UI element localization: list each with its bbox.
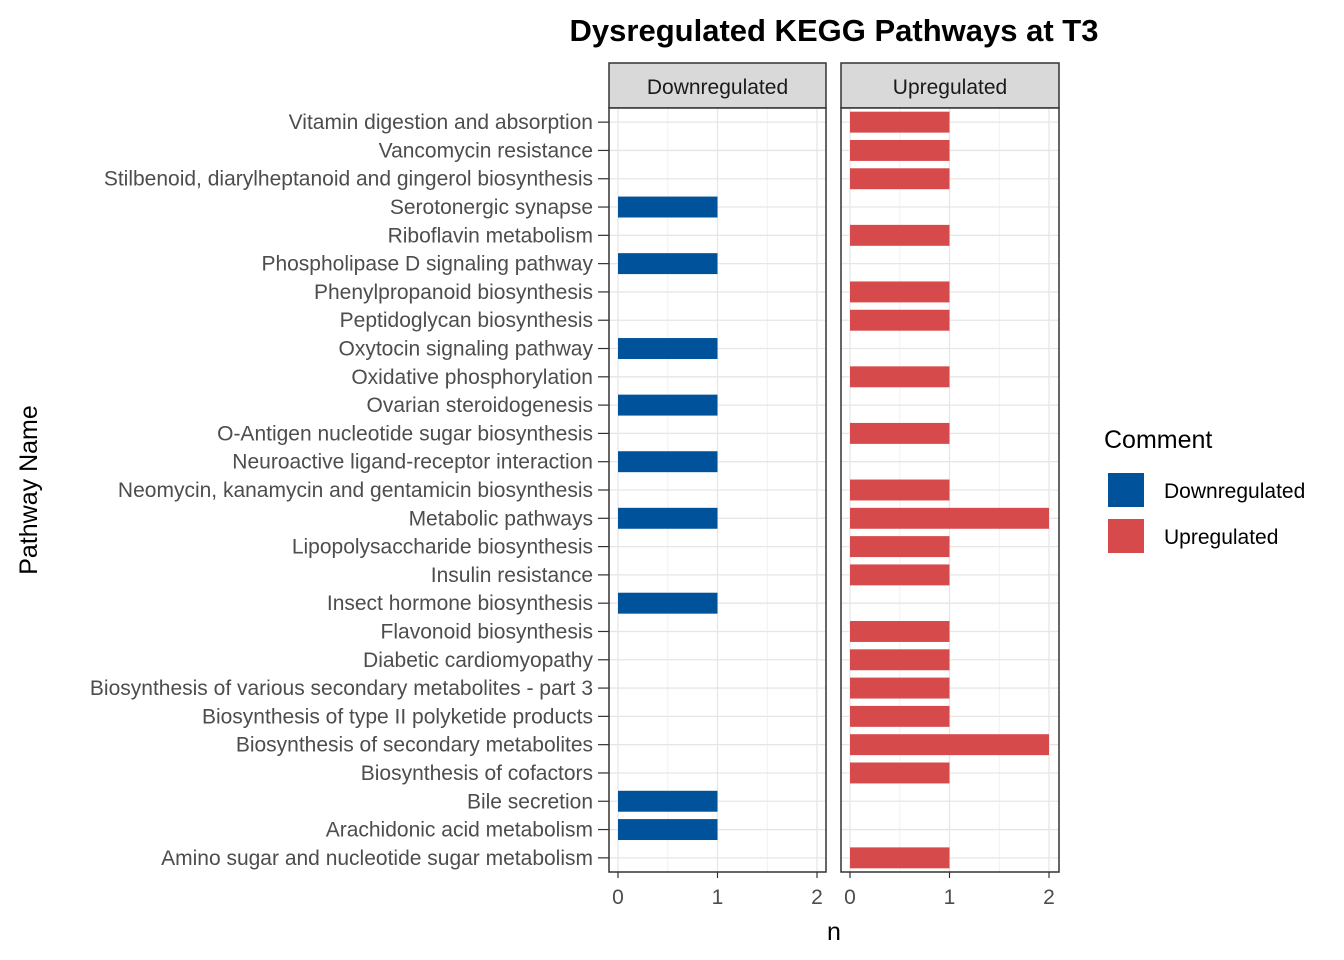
chart-title: Dysregulated KEGG Pathways at T3 xyxy=(570,13,1099,48)
facet-panel: Upregulated 0 1 2 xyxy=(840,62,1060,909)
y-tick-label: Biosynthesis of secondary metabolites xyxy=(236,734,593,757)
facet-strip-label: Upregulated xyxy=(893,76,1007,99)
bar xyxy=(618,338,718,359)
facet-strip-label: Downregulated xyxy=(647,76,788,99)
x-tick-label: 0 xyxy=(844,886,856,909)
y-tick-label: Neomycin, kanamycin and gentamicin biosy… xyxy=(118,479,593,502)
bar xyxy=(850,366,950,388)
category-labels: Vitamin digestion and absorption Vancomyc… xyxy=(90,111,609,870)
bar xyxy=(850,111,950,133)
y-tick-label: Riboflavin metabolism xyxy=(388,224,593,247)
x-tick-label: 0 xyxy=(612,886,624,909)
y-tick-label: Insulin resistance xyxy=(431,564,593,587)
bar xyxy=(618,253,718,275)
bar xyxy=(850,507,1049,529)
facet-panels: Downregulated 0 1 2 Upregulated 0 1 2 xyxy=(608,62,1060,909)
y-tick-label: Amino sugar and nucleotide sugar metabol… xyxy=(161,847,593,870)
bar xyxy=(850,224,950,246)
facet-strip xyxy=(608,62,827,109)
bar xyxy=(618,592,718,614)
legend-label: Downregulated xyxy=(1164,480,1305,503)
bar xyxy=(850,479,950,501)
y-tick-label: O-Antigen nucleotide sugar biosynthesis xyxy=(217,422,593,445)
y-tick-label: Diabetic cardiomyopathy xyxy=(363,649,593,672)
x-tick-label: 1 xyxy=(712,886,724,909)
x-tick-label: 2 xyxy=(1043,886,1055,909)
legend-swatch xyxy=(1108,519,1144,553)
bar xyxy=(850,168,950,190)
y-tick-label: Oxidative phosphorylation xyxy=(351,366,593,389)
x-axis-title: n xyxy=(827,918,841,946)
x-tick-label: 2 xyxy=(811,886,823,909)
y-axis-title: Pathway Name xyxy=(15,405,43,575)
bar xyxy=(618,790,718,812)
bar xyxy=(850,649,950,671)
y-tick-label: Phenylpropanoid biosynthesis xyxy=(314,281,593,304)
y-tick-label: Arachidonic acid metabolism xyxy=(326,819,593,842)
bar xyxy=(850,677,950,699)
y-tick-label: Biosynthesis of various secondary metabo… xyxy=(90,677,593,700)
bar xyxy=(850,564,950,586)
bar xyxy=(850,621,950,642)
y-tick-label: Flavonoid biosynthesis xyxy=(381,620,593,643)
y-tick-label: Oxytocin signaling pathway xyxy=(339,338,594,361)
legend: Comment Downregulated Upregulated xyxy=(1104,426,1305,553)
y-tick-label: Peptidoglycan biosynthesis xyxy=(340,309,593,332)
y-tick-label: Neuroactive ligand-receptor interaction xyxy=(232,451,593,474)
y-tick-label: Vancomycin resistance xyxy=(379,139,593,162)
x-tick-label: 1 xyxy=(944,886,956,909)
bar xyxy=(618,819,718,841)
bar xyxy=(850,422,950,444)
bar xyxy=(618,451,718,473)
legend-swatch xyxy=(1108,473,1144,507)
y-tick-label: Insect hormone biosynthesis xyxy=(327,592,593,615)
y-tick-label: Biosynthesis of cofactors xyxy=(361,762,593,785)
bar xyxy=(850,309,950,331)
bar xyxy=(850,734,1049,756)
bar xyxy=(850,847,950,869)
y-tick-label: Ovarian steroidogenesis xyxy=(367,394,593,417)
y-tick-label: Bile secretion xyxy=(467,790,593,813)
bar xyxy=(850,705,950,727)
legend-label: Upregulated xyxy=(1164,526,1278,549)
bar xyxy=(850,281,950,303)
facet-strip xyxy=(840,62,1060,109)
bar xyxy=(850,536,950,558)
y-tick-label: Serotonergic synapse xyxy=(390,196,593,219)
y-tick-label: Lipopolysaccharide biosynthesis xyxy=(292,536,593,559)
y-tick-label: Biosynthesis of type II polyketide produ… xyxy=(202,705,593,728)
facet-panel: Downregulated 0 1 2 xyxy=(608,62,827,909)
y-tick-label: Phospholipase D signaling pathway xyxy=(261,253,593,276)
bar xyxy=(850,762,950,784)
bar xyxy=(850,139,950,161)
y-tick-label: Stilbenoid, diarylheptanoid and gingerol… xyxy=(104,168,593,191)
bar xyxy=(618,394,718,416)
y-tick-label: Vitamin digestion and absorption xyxy=(289,111,593,134)
bar xyxy=(618,196,718,218)
legend-title: Comment xyxy=(1104,426,1212,454)
bar xyxy=(618,507,718,529)
y-tick-label: Metabolic pathways xyxy=(409,507,593,530)
